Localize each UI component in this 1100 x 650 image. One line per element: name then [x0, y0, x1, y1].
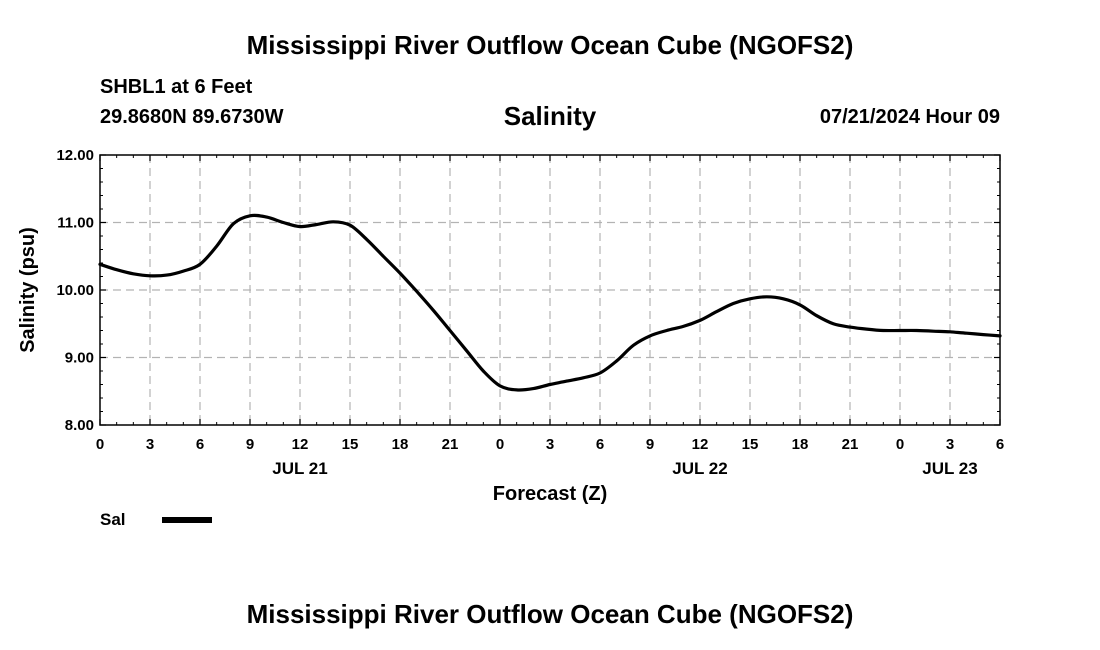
x-tick-label: 15 [342, 436, 359, 453]
chart-series [98, 213, 1002, 392]
x-tick-label: 3 [946, 436, 954, 453]
station-coordinates: 29.8680N 89.6730W [100, 106, 284, 128]
date-label: JUL 22 [672, 459, 727, 478]
footer-title: Mississippi River Outflow Ocean Cube (NG… [246, 599, 854, 629]
legend-line-swatch [162, 517, 212, 523]
x-tick-label: 0 [496, 436, 504, 453]
station-label: SHBL1 at 6 Feet [100, 76, 253, 98]
x-tick-label: 0 [896, 436, 904, 453]
variable-title: Salinity [503, 101, 597, 131]
x-tick-label: 6 [196, 436, 204, 453]
y-tick-label: 11.00 [57, 215, 94, 232]
x-tick-label: 21 [442, 436, 459, 453]
chart-grid [100, 155, 1000, 425]
y-axis-label: Salinity (psu) [17, 227, 39, 353]
x-tick-label: 21 [842, 436, 859, 453]
x-tick-label: 6 [996, 436, 1004, 453]
date-label: JUL 21 [272, 459, 327, 478]
x-tick-label: 12 [292, 436, 309, 453]
series-line-sal [98, 213, 1002, 392]
y-tick-label: 9.00 [65, 350, 94, 367]
x-tick-label: 3 [546, 436, 554, 453]
x-tick-label: 12 [692, 436, 709, 453]
x-tick-label: 0 [96, 436, 104, 453]
legend-series-label: Sal [100, 510, 126, 529]
x-axis-label: Forecast (Z) [493, 483, 607, 505]
x-tick-label: 9 [646, 436, 654, 453]
y-tick-label: 8.00 [65, 417, 94, 434]
x-tick-label: 15 [742, 436, 759, 453]
x-tick-label: 18 [792, 436, 809, 453]
date-label: JUL 23 [922, 459, 977, 478]
x-tick-label: 9 [246, 436, 254, 453]
forecast-datetime: 07/21/2024 Hour 09 [819, 106, 1000, 128]
chart-labels: 0 3 6 9 12 15 18 21 0 3 6 9 12 15 18 21 0 3 6 8.00 9.00 10.00… [17, 147, 1004, 505]
y-tick-label: 10.00 [56, 282, 94, 299]
x-tick-label: 3 [146, 436, 154, 453]
y-tick-label: 12.00 [56, 147, 94, 164]
x-tick-label: 18 [392, 436, 409, 453]
chart-main-title: Mississippi River Outflow Ocean Cube (NG… [246, 30, 854, 60]
x-tick-label: 6 [596, 436, 604, 453]
chart-ticks [99, 154, 1001, 426]
